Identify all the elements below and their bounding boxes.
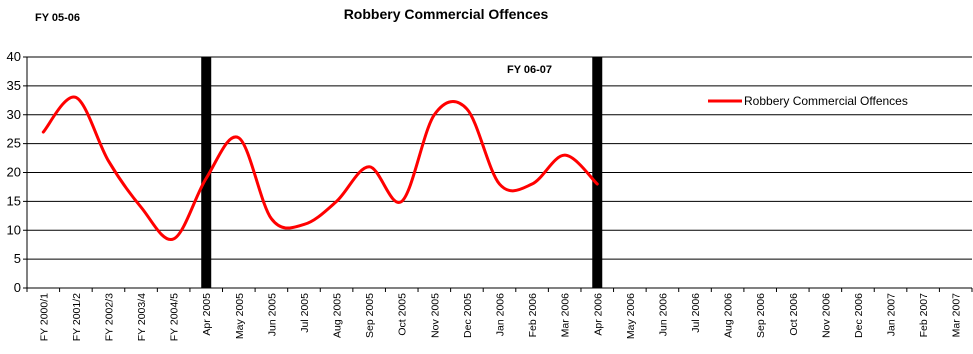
legend-label: Robbery Commercial Offences bbox=[744, 94, 908, 108]
x-tick-label: Oct 2005 bbox=[397, 293, 409, 336]
period-markers bbox=[201, 57, 603, 288]
x-tick-label: Jun 2005 bbox=[266, 293, 278, 336]
y-tick-label: 25 bbox=[7, 136, 21, 151]
series-lines bbox=[41, 95, 599, 241]
x-tick-label: Dec 2005 bbox=[462, 293, 474, 338]
x-tick-label: Jun 2006 bbox=[657, 293, 669, 336]
x-tick-label: Feb 2006 bbox=[527, 293, 539, 338]
x-tick-label: Dec 2006 bbox=[853, 293, 865, 338]
y-tick-label: 35 bbox=[7, 78, 21, 93]
fy-05-06-annotation: FY 05-06 bbox=[35, 12, 80, 24]
x-tick-label: FY 2002/3 bbox=[103, 293, 115, 341]
x-tick-label: Jan 2006 bbox=[495, 293, 507, 336]
x-tick-label: Aug 2005 bbox=[332, 293, 344, 338]
y-tick-label: 5 bbox=[14, 251, 21, 266]
y-tick-label: 20 bbox=[7, 165, 21, 180]
series-line bbox=[41, 95, 599, 241]
x-tick-label: FY 2003/4 bbox=[136, 293, 148, 341]
x-tick-label: Nov 2005 bbox=[429, 293, 441, 338]
x-tick-label: Jan 2007 bbox=[886, 293, 898, 336]
x-tick-label: Sep 2006 bbox=[755, 293, 767, 338]
y-tick-label: 10 bbox=[7, 222, 21, 237]
chart-title: Robbery Commercial Offences bbox=[344, 6, 549, 22]
x-tick-label: Apr 2006 bbox=[592, 293, 604, 336]
x-tick-label: Jul 2005 bbox=[299, 293, 311, 333]
x-tick-label: May 2005 bbox=[234, 293, 246, 339]
y-axis-ticks: 0 5 10 15 20 25 30 35 40 bbox=[7, 49, 27, 295]
x-tick-label: FY 2001/2 bbox=[71, 293, 83, 341]
x-tick-label: Sep 2005 bbox=[364, 293, 376, 338]
x-tick-label: May 2006 bbox=[625, 293, 637, 339]
x-tick-label: FY 2000/1 bbox=[38, 293, 50, 341]
x-tick-label: Feb 2007 bbox=[918, 293, 930, 338]
legend: Robbery Commercial Offences bbox=[708, 94, 908, 108]
x-tick-label: Mar 2007 bbox=[951, 293, 963, 338]
x-tick-label: Nov 2006 bbox=[820, 293, 832, 338]
gridlines bbox=[27, 56, 972, 260]
x-axis-ticks: FY 2000/1 FY 2001/2 FY 2002/3 FY 2003/4 FY 2… bbox=[26, 288, 973, 341]
x-tick-label: Jul 2006 bbox=[690, 293, 702, 333]
y-tick-label: 40 bbox=[7, 49, 21, 64]
x-tick-label: Aug 2006 bbox=[723, 293, 735, 338]
y-tick-label: 30 bbox=[7, 107, 21, 122]
x-tick-label: Apr 2005 bbox=[201, 293, 213, 336]
x-tick-label: FY 2004/5 bbox=[169, 293, 181, 341]
fy-06-07-annotation: FY 06-07 bbox=[507, 64, 552, 76]
period-marker bbox=[592, 57, 603, 288]
period-marker bbox=[201, 57, 212, 288]
x-tick-label: Mar 2006 bbox=[560, 293, 572, 338]
y-tick-label: 15 bbox=[7, 193, 21, 208]
x-tick-label: Oct 2006 bbox=[788, 293, 800, 336]
y-tick-label: 0 bbox=[14, 280, 21, 295]
